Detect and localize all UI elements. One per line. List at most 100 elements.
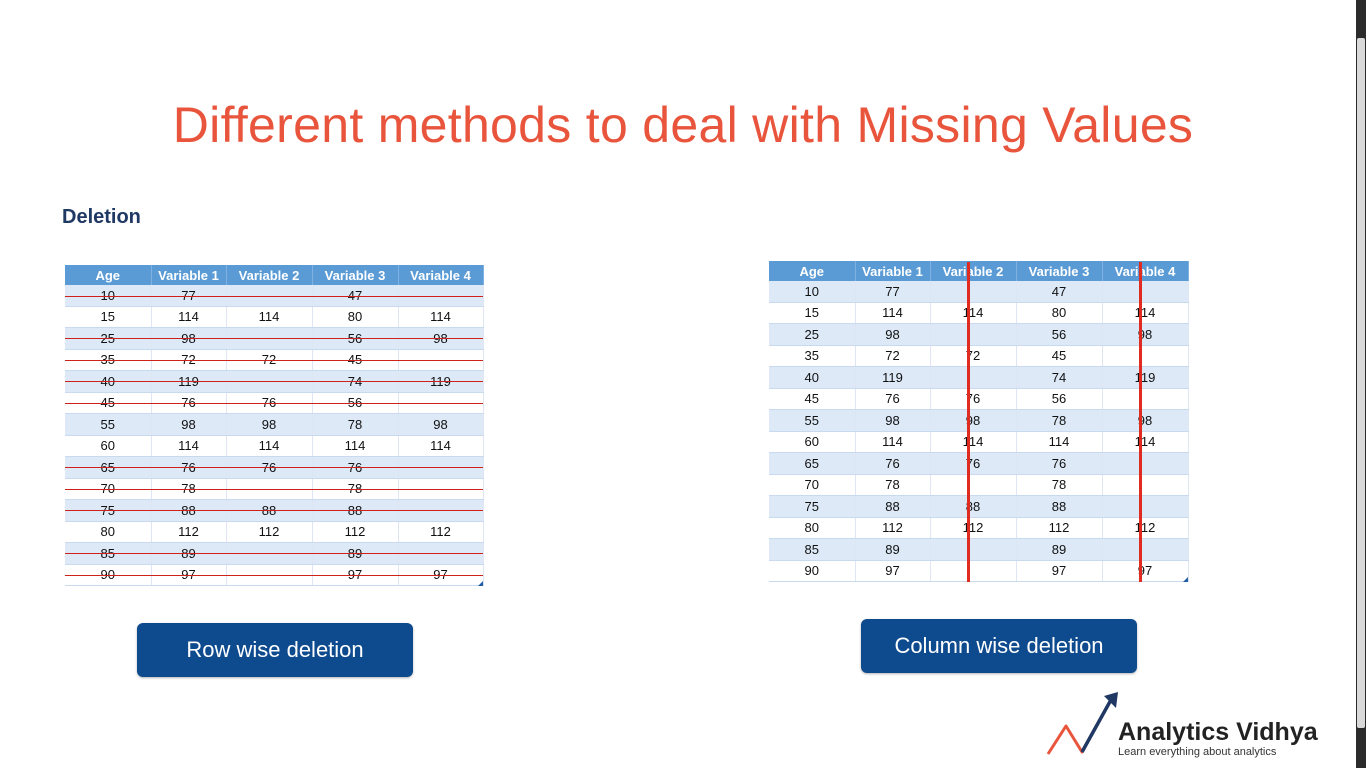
table-cell: 55 (65, 413, 152, 436)
column-deletion-table: Age Variable 1 Variable 2 Variable 3 Var… (769, 261, 1189, 582)
table-cell: 60 (769, 431, 856, 453)
table-cell: 98 (151, 413, 227, 436)
table-row: 10 77 47 (769, 281, 1189, 303)
table-cell: 10 (65, 285, 152, 307)
table-cell: 45 (312, 349, 399, 371)
table-cell: 78 (151, 478, 227, 500)
table-cell: 114 (151, 306, 227, 328)
table-cell: 70 (769, 474, 856, 496)
table-cell (226, 564, 313, 586)
table-row: 15 114 114 80 114 (769, 302, 1189, 324)
header-variable-3: Variable 3 (312, 265, 399, 285)
table-row: 60 114 114 114 114 (769, 431, 1189, 453)
table-cell: 98 (930, 409, 1017, 432)
table-cell: 15 (769, 302, 856, 324)
table-cell: 97 (1016, 560, 1103, 582)
table-cell: 70 (65, 478, 152, 500)
table-cell: 25 (65, 327, 152, 350)
table-cell: 45 (1016, 345, 1103, 367)
analytics-vidhya-logo: Analytics Vidhya Learn everything about … (1044, 690, 1334, 760)
logo-tagline: Learn everything about analytics (1118, 746, 1277, 758)
scrollbar[interactable] (1356, 0, 1366, 768)
header-variable-3: Variable 3 (1016, 261, 1103, 281)
table-cell: 78 (312, 413, 399, 436)
row-strike-line (65, 403, 483, 404)
table-cell: 78 (312, 478, 399, 500)
table-cell: 114 (930, 302, 1017, 324)
table-cell (398, 285, 484, 307)
table-cell: 88 (930, 495, 1017, 518)
table-row: 70 78 78 (65, 478, 484, 500)
table-cell: 112 (312, 521, 399, 543)
table-cell: 78 (855, 474, 931, 496)
table-row: 15 114 114 80 114 (65, 306, 484, 328)
header-variable-4: Variable 4 (398, 265, 484, 285)
header-variable-4: Variable 4 (1102, 261, 1189, 281)
table-cell: 97 (151, 564, 227, 586)
logo-brand-name: Analytics Vidhya (1118, 718, 1318, 746)
table-cell: 80 (769, 517, 856, 539)
table-cell (1102, 495, 1189, 518)
table-cell: 76 (151, 392, 227, 414)
table-cell: 97 (1102, 560, 1189, 582)
row-wise-deletion-button[interactable]: Row wise deletion (137, 623, 413, 677)
header-variable-1: Variable 1 (151, 265, 227, 285)
row-strike-line (65, 360, 483, 361)
column-strike-line-variable-4 (1139, 262, 1142, 582)
table-cell: 112 (855, 517, 931, 539)
table-cell (1102, 474, 1189, 496)
table-cell: 60 (65, 435, 152, 457)
column-strike-line-variable-2 (967, 262, 970, 582)
table-cell: 56 (1016, 323, 1103, 346)
table-cell: 114 (226, 435, 313, 457)
table-cell: 114 (1102, 302, 1189, 324)
trend-arrow-icon (1046, 692, 1118, 755)
table-row: 35 72 72 45 (769, 345, 1189, 367)
table-cell: 76 (930, 452, 1017, 475)
table-cell (1102, 345, 1189, 367)
table-resize-handle (478, 581, 483, 586)
table-cell: 77 (855, 281, 931, 303)
table-cell: 78 (1016, 409, 1103, 432)
row-deletion-table: Age Variable 1 Variable 2 Variable 3 Var… (65, 265, 484, 586)
table-cell: 112 (1016, 517, 1103, 539)
table-cell: 76 (226, 392, 313, 414)
header-variable-1: Variable 1 (855, 261, 931, 281)
table-cell: 97 (855, 560, 931, 582)
column-wise-deletion-button[interactable]: Column wise deletion (861, 619, 1137, 673)
table-cell: 76 (855, 388, 931, 410)
table-cell: 112 (1102, 517, 1189, 539)
table-cell: 97 (312, 564, 399, 586)
table-cell: 15 (65, 306, 152, 328)
table-cell: 114 (312, 435, 399, 457)
table-cell: 78 (1016, 474, 1103, 496)
table-cell (398, 349, 484, 371)
table-cell: 75 (769, 495, 856, 518)
table-row: 10 77 47 (65, 285, 484, 307)
table-cell: 72 (930, 345, 1017, 367)
table-cell (930, 560, 1017, 582)
table-cell: 80 (1016, 302, 1103, 324)
table-cell: 74 (1016, 366, 1103, 389)
table-resize-handle (1183, 577, 1188, 582)
table-cell: 85 (769, 538, 856, 561)
table-cell: 114 (1016, 431, 1103, 453)
table-cell: 35 (769, 345, 856, 367)
section-heading: Deletion (62, 206, 141, 228)
table-cell: 76 (855, 452, 931, 475)
row-strike-line (65, 510, 483, 511)
table-cell: 114 (398, 306, 484, 328)
scrollbar-thumb[interactable] (1357, 38, 1365, 728)
table-cell (398, 478, 484, 500)
table-row: 65 76 76 76 (769, 452, 1189, 475)
table-cell: 88 (855, 495, 931, 518)
table-cell: 90 (769, 560, 856, 582)
table-cell: 114 (855, 302, 931, 324)
table-cell (930, 366, 1017, 389)
table-row: 90 97 97 97 (769, 560, 1189, 582)
table-row: 60 114 114 114 114 (65, 435, 484, 457)
table-cell: 119 (855, 366, 931, 389)
table-cell (930, 538, 1017, 561)
slide-title: Different methods to deal with Missing V… (172, 97, 1194, 153)
table-cell (1102, 281, 1189, 303)
